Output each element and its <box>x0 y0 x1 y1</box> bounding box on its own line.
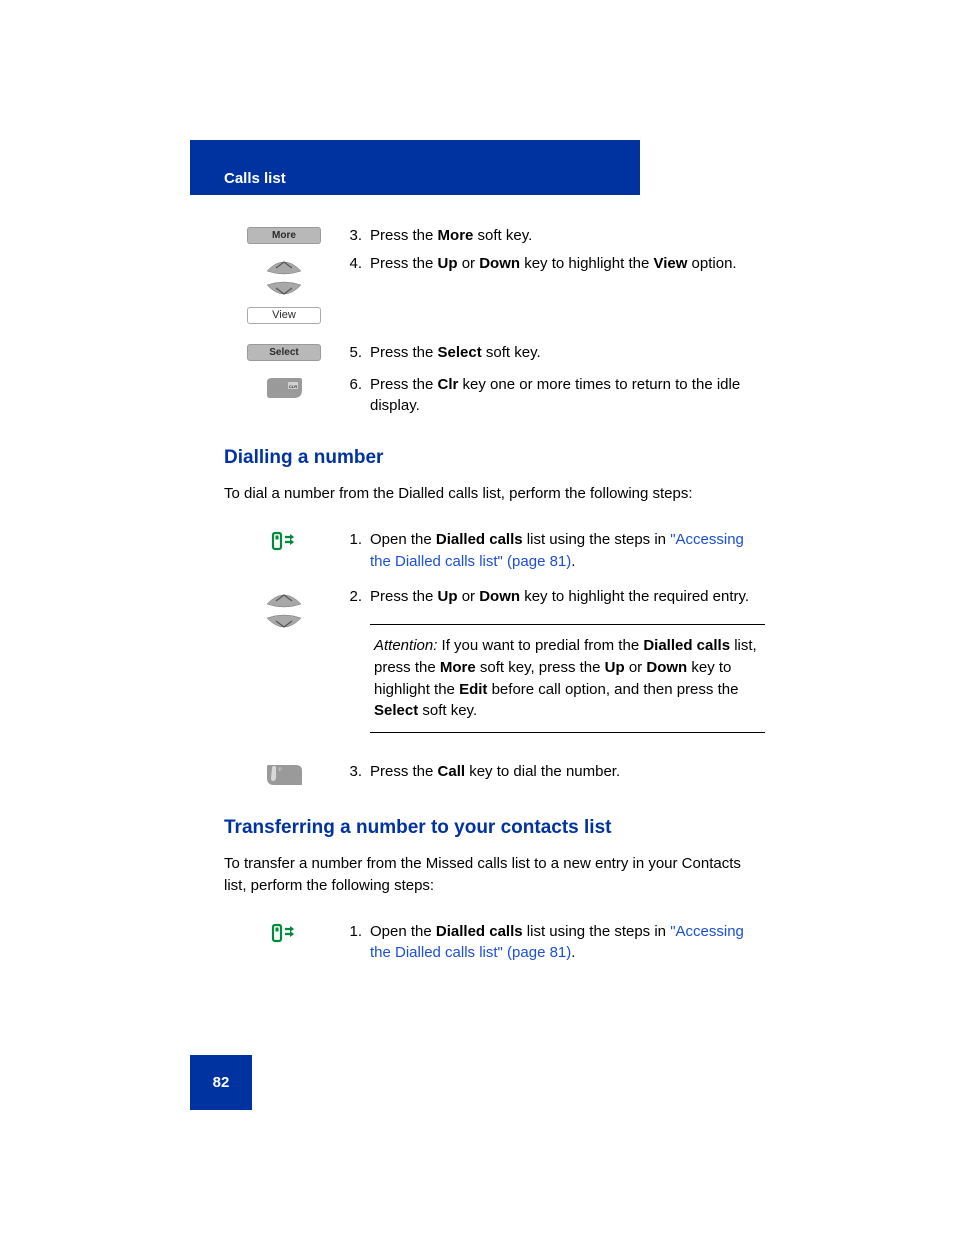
step-num: 3. <box>344 225 370 247</box>
top-steps: More 3. Press the More soft key. View 4.… <box>224 225 765 417</box>
step-num: 1. <box>344 529 370 573</box>
step-text: Press the Clr key one or more times to r… <box>370 374 765 418</box>
more-softkey-icon: More <box>247 227 321 244</box>
page-number: 82 <box>190 1055 252 1110</box>
step-3: More 3. Press the More soft key. <box>224 225 765 247</box>
step-num: 4. <box>344 253 370 324</box>
phone-out-icon <box>271 531 297 553</box>
dialling-intro: To dial a number from the Dialled calls … <box>224 483 765 505</box>
view-softkey-icon: View <box>247 307 321 324</box>
transferring-heading: Transferring a number to your contacts l… <box>224 817 765 839</box>
header-bar: Calls list <box>190 140 640 195</box>
nav-down-icon <box>264 614 304 634</box>
dial-step-2: 2. Press the Up or Down key to highlight… <box>224 586 765 755</box>
step-num: 1. <box>344 921 370 965</box>
call-key-icon: ✆ <box>264 763 304 787</box>
phone-out-icon <box>271 923 297 945</box>
step-num: 6. <box>344 374 370 418</box>
nav-up-icon <box>264 255 304 275</box>
clr-key-icon: CLR <box>264 376 304 400</box>
step-5: Select 5. Press the Select soft key. <box>224 342 765 364</box>
nav-down-icon <box>264 281 304 301</box>
dialling-steps: 1. Open the Dialled calls list using the… <box>224 529 765 787</box>
step-6: CLR 6. Press the Clr key one or more tim… <box>224 374 765 418</box>
dial-step-1: 1. Open the Dialled calls list using the… <box>224 529 765 573</box>
attention-box: Attention: If you want to predial from t… <box>370 624 765 733</box>
dial-step-3: ✆ 3. Press the Call key to dial the numb… <box>224 761 765 787</box>
transfer-step-1: 1. Open the Dialled calls list using the… <box>224 921 765 965</box>
transferring-steps: 1. Open the Dialled calls list using the… <box>224 921 765 965</box>
step-text: Open the Dialled calls list using the st… <box>370 921 765 965</box>
header-title: Calls list <box>224 170 286 187</box>
step-text: Press the More soft key. <box>370 225 765 247</box>
dialling-heading: Dialling a number <box>224 447 765 469</box>
select-softkey-icon: Select <box>247 344 321 361</box>
step-text: Press the Select soft key. <box>370 342 765 364</box>
step-text: Open the Dialled calls list using the st… <box>370 529 765 573</box>
step-text: Press the Up or Down key to highlight th… <box>370 253 765 324</box>
step-text: Press the Up or Down key to highlight th… <box>370 586 765 755</box>
step-num: 2. <box>344 586 370 755</box>
transferring-intro: To transfer a number from the Missed cal… <box>224 853 765 897</box>
page-content: Calls list More 3. Press the More soft k… <box>190 140 765 970</box>
svg-text:CLR: CLR <box>289 384 297 389</box>
step-text: Press the Call key to dial the number. <box>370 761 765 787</box>
svg-text:✆: ✆ <box>278 767 282 773</box>
nav-up-icon <box>264 588 304 608</box>
step-num: 3. <box>344 761 370 787</box>
step-num: 5. <box>344 342 370 364</box>
step-4: View 4. Press the Up or Down key to high… <box>224 253 765 324</box>
